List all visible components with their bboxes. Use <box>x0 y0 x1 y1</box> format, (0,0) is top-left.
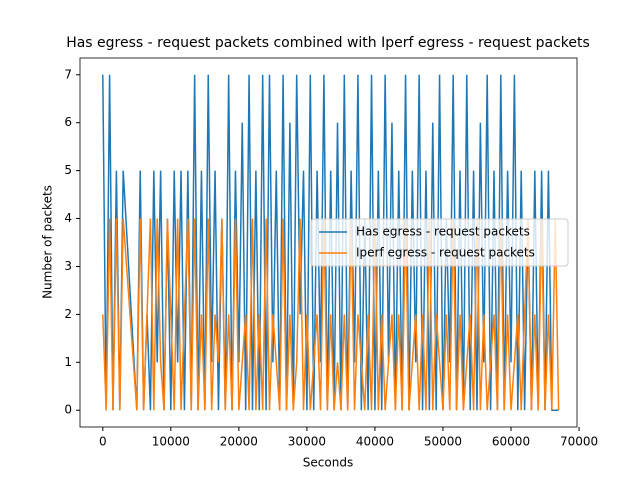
y-tick-label: 4 <box>64 211 72 225</box>
y-axis-label: Number of packets <box>41 185 55 299</box>
legend-box <box>310 218 569 267</box>
y-tick-label: 1 <box>64 355 72 369</box>
x-tick-label: 20000 <box>220 435 258 449</box>
x-tick-label: 50000 <box>424 435 462 449</box>
line-series <box>102 218 560 411</box>
x-tick-label: 40000 <box>356 435 394 449</box>
legend-label: Has egress - request packets <box>356 225 530 239</box>
y-tick-label: 0 <box>64 403 72 417</box>
y-tick-label: 3 <box>64 259 72 273</box>
plot-frame <box>79 57 578 428</box>
y-tick-label: 5 <box>64 163 72 177</box>
legend-label: Iperf egress - request packets <box>356 246 535 260</box>
x-tick-label: 10000 <box>152 435 190 449</box>
y-tick-label: 2 <box>64 307 72 321</box>
x-tick-label: 60000 <box>492 435 530 449</box>
y-tick-label: 7 <box>64 67 72 81</box>
x-tick-label: 0 <box>99 435 107 449</box>
chart-title: Has egress - request packets combined wi… <box>66 35 590 51</box>
x-tick-label: 70000 <box>560 435 598 449</box>
x-axis-label: Seconds <box>303 456 353 470</box>
x-tick-label: 30000 <box>288 435 326 449</box>
y-tick-label: 6 <box>64 115 72 129</box>
